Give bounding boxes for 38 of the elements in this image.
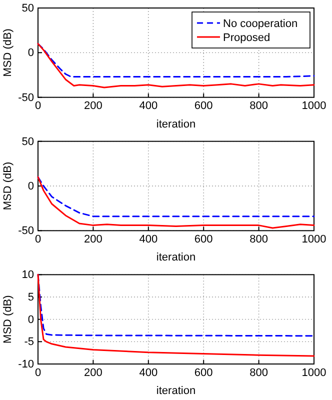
x-tick-label: 1000: [302, 233, 326, 246]
y-axis-title: MSD (dB): [2, 28, 14, 77]
y-tick-label: -5: [24, 336, 34, 348]
y-tick-label: -10: [18, 358, 34, 371]
x-tick-label: 400: [139, 366, 158, 379]
x-tick-label: 800: [250, 100, 268, 112]
y-tick-label: 0: [28, 47, 34, 60]
y-tick-label: -50: [18, 225, 34, 238]
x-tick-label: 600: [194, 366, 213, 379]
x-axis-title: iteration: [156, 252, 196, 264]
line-series: [37, 176, 315, 229]
x-tick-label: 600: [194, 100, 213, 112]
legend-label: Proposed: [223, 32, 270, 44]
y-tick-label: 5: [28, 292, 34, 304]
x-tick-label: 1000: [302, 100, 326, 112]
y-tick-label: -50: [18, 92, 34, 104]
y-tick-label: 0: [28, 314, 34, 326]
x-tick-label: 800: [250, 366, 268, 379]
x-tick-label: 200: [84, 233, 102, 246]
x-tick-label: 600: [194, 233, 213, 246]
x-tick-label: 200: [84, 100, 102, 112]
y-tick-label: 0: [28, 180, 34, 193]
x-tick-label: 1000: [302, 366, 326, 379]
x-axis-title: iteration: [156, 385, 196, 397]
y-axis-title: MSD (dB): [2, 162, 14, 210]
line-series: [37, 42, 315, 88]
x-tick-label: 400: [139, 233, 158, 246]
y-tick-label: 10: [22, 269, 34, 282]
line-series: [37, 176, 315, 218]
legend-label: No cooperation: [223, 18, 298, 30]
line-series: [37, 274, 315, 357]
x-tick-label: 800: [250, 233, 268, 246]
y-tick-label: 50: [22, 136, 34, 148]
x-tick-label: 200: [84, 366, 102, 379]
x-axis-title: iteration: [156, 118, 196, 130]
x-tick-label: 400: [139, 100, 158, 112]
y-axis-title: MSD (dB): [2, 295, 14, 344]
y-tick-label: 50: [22, 2, 34, 15]
